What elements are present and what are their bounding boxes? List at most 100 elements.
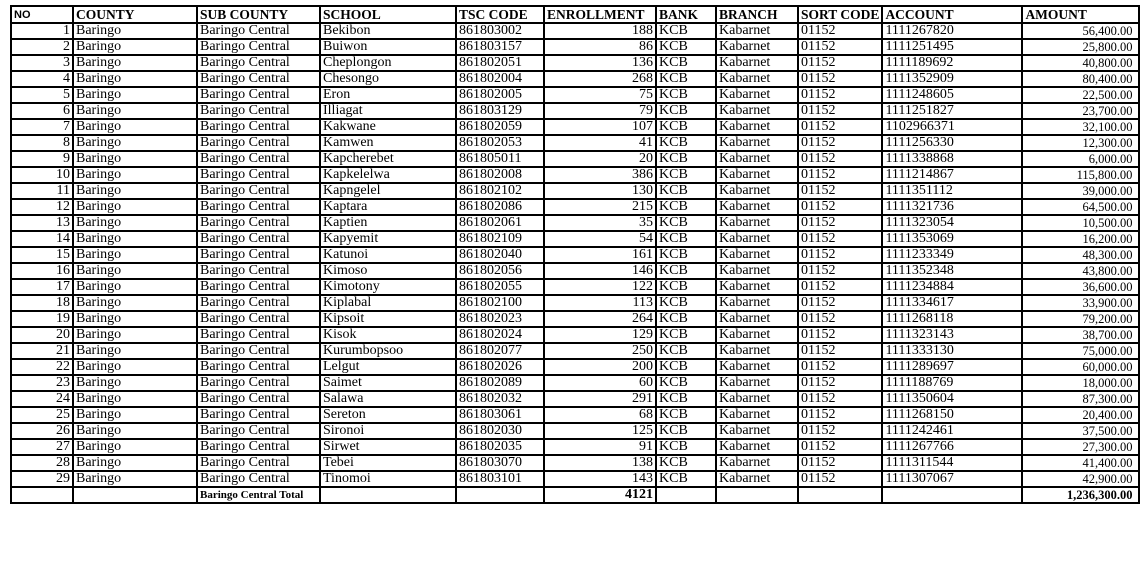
cell-tsc-code: 861802024 — [455, 326, 545, 344]
cell-sub-county: Baringo Central — [196, 262, 321, 280]
cell-account: 1111268150 — [881, 406, 1024, 424]
cell-county: Baringo — [72, 150, 198, 168]
cell-county: Baringo — [72, 214, 198, 232]
table-row: 4 Baringo Baringo Central Chesongo 861802004… — [10, 70, 1141, 88]
total-empty-cell — [72, 486, 198, 504]
cell-county: Baringo — [72, 22, 198, 40]
cell-bank: KCB — [655, 294, 717, 312]
cell-branch: Kabarnet — [715, 390, 799, 408]
table-row: 24 Baringo Baringo Central Salawa 861802032 2… — [10, 390, 1141, 408]
cell-bank: KCB — [655, 326, 717, 344]
cell-branch: Kabarnet — [715, 262, 799, 280]
cell-branch: Kabarnet — [715, 342, 799, 360]
cell-no: 1 — [10, 22, 74, 40]
cell-school: Illiagat — [319, 102, 457, 120]
cell-branch: Kabarnet — [715, 70, 799, 88]
cell-tsc-code: 861803061 — [455, 406, 545, 424]
total-empty-cell — [881, 486, 1024, 504]
total-empty-cell — [10, 486, 74, 504]
table-row: 9 Baringo Baringo Central Kapcherebet 861805… — [10, 150, 1141, 168]
cell-sort-code: 01152 — [796, 374, 884, 392]
cell-no: 2 — [10, 38, 74, 56]
cell-county: Baringo — [72, 102, 198, 120]
cell-sub-county: Baringo Central — [196, 422, 321, 440]
cell-branch: Kabarnet — [715, 326, 799, 344]
header-sort-code: SORT CODE — [796, 5, 884, 24]
cell-sub-county: Baringo Central — [196, 54, 321, 72]
cell-branch: Kabarnet — [715, 198, 799, 216]
cell-sort-code: 01152 — [796, 182, 884, 200]
cell-account: 1111251827 — [881, 102, 1024, 120]
table-row: 1 Baringo Baringo Central Bekibon 861803002 1… — [10, 22, 1141, 40]
cell-tsc-code: 861802059 — [455, 118, 545, 136]
cell-no: 14 — [10, 230, 74, 248]
table-body: 1 Baringo Baringo Central Bekibon 861803002 1… — [10, 22, 1141, 488]
cell-no: 10 — [10, 166, 74, 184]
cell-amount: 25,800.00 — [1021, 38, 1141, 56]
cell-tsc-code: 861803157 — [455, 38, 545, 56]
cell-no: 27 — [10, 438, 74, 456]
cell-enrollment: 20 — [543, 150, 657, 168]
cell-school: Kamwen — [319, 134, 457, 152]
cell-county: Baringo — [72, 86, 198, 104]
cell-amount: 22,500.00 — [1021, 86, 1141, 104]
cell-enrollment: 138 — [543, 454, 657, 472]
cell-sort-code: 01152 — [796, 326, 884, 344]
table-row: 3 Baringo Baringo Central Cheplongon 8618020… — [10, 54, 1141, 72]
cell-amount: 6,000.00 — [1021, 150, 1141, 168]
cell-bank: KCB — [655, 70, 717, 88]
cell-school: Saimet — [319, 374, 457, 392]
cell-amount: 27,300.00 — [1021, 438, 1141, 456]
cell-no: 22 — [10, 358, 74, 376]
cell-amount: 80,400.00 — [1021, 70, 1141, 88]
header-tsc-code: TSC CODE — [455, 5, 545, 24]
cell-school: Kipsoit — [319, 310, 457, 328]
cell-account: 1111311544 — [881, 454, 1024, 472]
cell-account: 1111351112 — [881, 182, 1024, 200]
cell-account: 1111353069 — [881, 230, 1024, 248]
cell-bank: KCB — [655, 102, 717, 120]
cell-sub-county: Baringo Central — [196, 358, 321, 376]
cell-enrollment: 130 — [543, 182, 657, 200]
cell-tsc-code: 861802109 — [455, 230, 545, 248]
cell-account: 1111307067 — [881, 470, 1024, 488]
total-row: Baringo Central Total 4121 1,236,300.00 — [10, 486, 1141, 504]
cell-branch: Kabarnet — [715, 230, 799, 248]
cell-branch: Kabarnet — [715, 102, 799, 120]
cell-sub-county: Baringo Central — [196, 182, 321, 200]
cell-account: 1111233349 — [881, 246, 1024, 264]
cell-school: Kakwane — [319, 118, 457, 136]
cell-tsc-code: 861802026 — [455, 358, 545, 376]
cell-no: 25 — [10, 406, 74, 424]
table-row: 13 Baringo Baringo Central Kaptien 861802061… — [10, 214, 1141, 232]
cell-sub-county: Baringo Central — [196, 102, 321, 120]
header-bank: BANK — [655, 5, 717, 24]
cell-branch: Kabarnet — [715, 310, 799, 328]
cell-tsc-code: 861802077 — [455, 342, 545, 360]
cell-enrollment: 268 — [543, 70, 657, 88]
cell-sort-code: 01152 — [796, 406, 884, 424]
cell-no: 19 — [10, 310, 74, 328]
cell-amount: 87,300.00 — [1021, 390, 1141, 408]
total-empty-cell — [455, 486, 545, 504]
cell-school: Cheplongon — [319, 54, 457, 72]
cell-no: 3 — [10, 54, 74, 72]
cell-county: Baringo — [72, 406, 198, 424]
cell-tsc-code: 861802053 — [455, 134, 545, 152]
cell-branch: Kabarnet — [715, 358, 799, 376]
cell-county: Baringo — [72, 118, 198, 136]
cell-branch: Kabarnet — [715, 118, 799, 136]
cell-bank: KCB — [655, 390, 717, 408]
cell-no: 12 — [10, 198, 74, 216]
cell-amount: 64,500.00 — [1021, 198, 1141, 216]
cell-sub-county: Baringo Central — [196, 326, 321, 344]
cell-bank: KCB — [655, 214, 717, 232]
cell-sub-county: Baringo Central — [196, 214, 321, 232]
cell-enrollment: 41 — [543, 134, 657, 152]
cell-school: Lelgut — [319, 358, 457, 376]
cell-sub-county: Baringo Central — [196, 246, 321, 264]
cell-sort-code: 01152 — [796, 294, 884, 312]
cell-tsc-code: 861802051 — [455, 54, 545, 72]
cell-amount: 42,900.00 — [1021, 470, 1141, 488]
cell-enrollment: 125 — [543, 422, 657, 440]
